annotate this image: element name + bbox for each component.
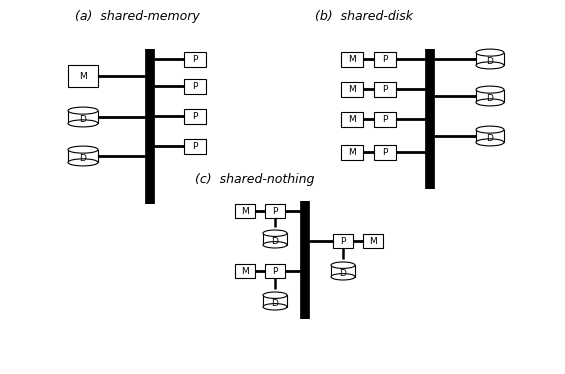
Bar <box>68 65 98 87</box>
Bar <box>374 52 396 67</box>
Text: D: D <box>486 134 493 142</box>
Bar <box>235 204 255 218</box>
Text: M: M <box>241 267 249 276</box>
Ellipse shape <box>263 230 287 236</box>
Bar <box>265 264 285 278</box>
Text: D: D <box>486 56 493 65</box>
Bar <box>333 234 353 248</box>
Bar <box>476 90 504 102</box>
Ellipse shape <box>68 107 98 114</box>
Text: P: P <box>340 236 346 245</box>
Bar <box>235 264 255 278</box>
Ellipse shape <box>68 159 98 166</box>
Bar <box>374 82 396 96</box>
Text: D: D <box>272 236 279 245</box>
Bar <box>341 111 363 126</box>
Text: (a)  shared-memory: (a) shared-memory <box>75 9 200 22</box>
Text: P: P <box>383 114 388 123</box>
Ellipse shape <box>263 292 287 298</box>
Text: P: P <box>272 267 277 276</box>
Ellipse shape <box>476 139 504 146</box>
Bar <box>184 138 206 153</box>
Ellipse shape <box>476 126 504 133</box>
Text: D: D <box>272 298 279 307</box>
Bar <box>331 265 355 277</box>
Text: P: P <box>383 147 388 156</box>
Bar <box>341 52 363 67</box>
Bar <box>374 144 396 159</box>
Ellipse shape <box>331 262 355 269</box>
Bar <box>184 79 206 94</box>
Text: P: P <box>192 55 198 64</box>
Text: (c)  shared-nothing: (c) shared-nothing <box>195 172 314 186</box>
Text: P: P <box>192 111 198 120</box>
Text: M: M <box>369 236 377 245</box>
Text: P: P <box>192 141 198 150</box>
Ellipse shape <box>331 274 355 280</box>
Ellipse shape <box>476 62 504 69</box>
Ellipse shape <box>68 120 98 127</box>
Bar <box>476 53 504 65</box>
Text: M: M <box>79 71 87 80</box>
Bar <box>265 204 285 218</box>
Ellipse shape <box>68 146 98 153</box>
Text: M: M <box>348 85 356 94</box>
Text: M: M <box>241 206 249 215</box>
Text: D: D <box>80 114 86 123</box>
Bar <box>68 150 98 162</box>
Text: M: M <box>348 55 356 64</box>
Ellipse shape <box>263 242 287 248</box>
Text: P: P <box>272 206 277 215</box>
Bar <box>341 82 363 96</box>
Text: P: P <box>192 82 198 91</box>
Ellipse shape <box>476 49 504 56</box>
Bar <box>184 52 206 67</box>
Text: P: P <box>383 85 388 94</box>
Ellipse shape <box>476 99 504 106</box>
Bar <box>263 295 287 307</box>
Bar <box>476 130 504 142</box>
Text: D: D <box>340 269 346 278</box>
Text: M: M <box>348 114 356 123</box>
Bar <box>68 111 98 123</box>
Text: P: P <box>383 55 388 64</box>
Text: (b)  shared-disk: (b) shared-disk <box>315 9 413 22</box>
Ellipse shape <box>263 304 287 310</box>
Bar <box>184 108 206 123</box>
Bar <box>374 111 396 126</box>
Text: D: D <box>80 153 86 162</box>
Ellipse shape <box>476 86 504 93</box>
Text: D: D <box>486 94 493 102</box>
Bar <box>341 144 363 159</box>
Bar <box>263 233 287 245</box>
Text: M: M <box>348 147 356 156</box>
Bar <box>363 234 383 248</box>
